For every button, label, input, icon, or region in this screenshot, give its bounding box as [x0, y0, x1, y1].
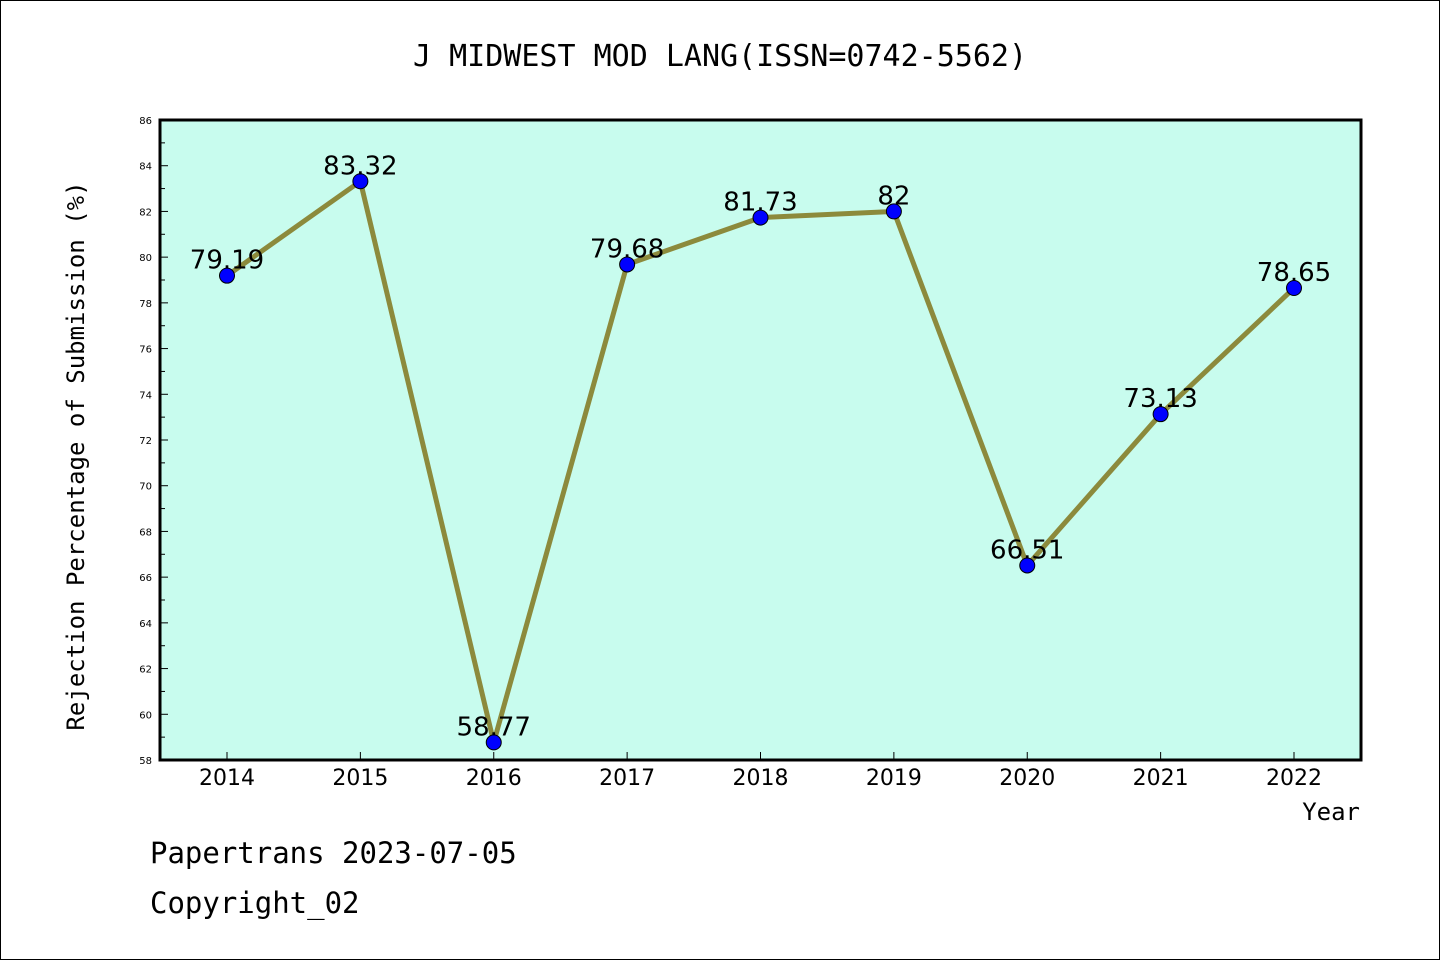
footer-date: Papertrans 2023-07-05	[150, 836, 517, 870]
data-label: 66.51	[990, 535, 1064, 565]
x-axis: 2014 2015 2016 2017 2018 2019 2020 2021 2022	[199, 752, 1322, 791]
y-tick-label: 86	[139, 116, 152, 127]
plot-area	[158, 118, 1363, 762]
data-label: 82	[877, 181, 910, 211]
footer-copyright: Copyright_02	[150, 886, 360, 920]
y-tick-label: 60	[139, 710, 152, 721]
x-tick-label: 2019	[866, 766, 922, 791]
data-point	[1286, 280, 1302, 296]
y-tick-label: 70	[139, 482, 152, 493]
data-label: 79.68	[590, 234, 664, 264]
data-point	[885, 203, 902, 220]
chart-title: J MIDWEST MOD LANG(ISSN=0742-5562)	[413, 39, 1027, 74]
x-tick-label: 2021	[1133, 766, 1189, 791]
data-label: 73.13	[1123, 384, 1197, 414]
x-tick-label: 2020	[999, 766, 1055, 791]
data-label: 83.32	[323, 151, 397, 181]
data-point	[219, 267, 235, 284]
y-tick-label: 62	[139, 665, 152, 676]
x-tick-label: 2022	[1266, 766, 1322, 791]
y-tick-label: 58	[139, 756, 152, 767]
y-tick-label: 82	[139, 207, 152, 218]
data-label: 78.65	[1257, 258, 1331, 288]
y-tick-label: 68	[139, 527, 152, 538]
y-tick-label: 84	[139, 162, 152, 173]
y-axis-label: Rejection Percentage of Submission (%)	[62, 181, 90, 730]
y-tick-label: 78	[139, 299, 152, 310]
data-point	[619, 256, 636, 273]
data-point	[1152, 406, 1169, 423]
y-tick-label: 80	[139, 253, 152, 264]
y-axis: 58 60 62 64 66 68 70 72 74 76 78 80 82 84 86	[139, 116, 168, 767]
data-label: 81.73	[723, 188, 797, 218]
data-point	[352, 173, 369, 190]
x-tick-label: 2016	[466, 766, 522, 791]
y-tick-label: 72	[139, 436, 152, 447]
data-points	[219, 173, 1302, 751]
x-tick-label: 2018	[733, 766, 789, 791]
data-label: 79.19	[190, 246, 264, 276]
data-label: 58.77	[457, 712, 531, 742]
data-point	[1019, 557, 1036, 574]
x-tick-label: 2015	[332, 766, 388, 791]
data-point	[485, 734, 502, 751]
y-tick-label: 66	[139, 573, 152, 584]
data-point	[752, 209, 769, 226]
x-tick-label: 2014	[199, 766, 255, 791]
data-labels: 79.19 83.32 58.77 79.68 81.73 82 66.51 73.13 78.…	[190, 151, 1331, 742]
x-axis-label: Year	[1302, 798, 1360, 826]
y-tick-label: 76	[139, 345, 152, 356]
y-tick-label: 64	[139, 619, 152, 630]
x-tick-label: 2017	[599, 766, 655, 791]
y-tick-label: 74	[139, 390, 152, 401]
